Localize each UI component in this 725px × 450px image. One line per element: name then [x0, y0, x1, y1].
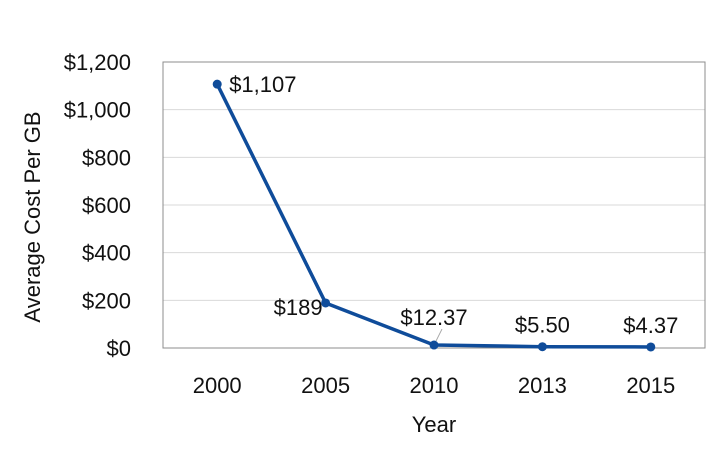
- y-tick-label: $0: [107, 336, 131, 361]
- y-tick-label: $800: [82, 145, 131, 170]
- y-tick-label: $1,000: [64, 98, 131, 123]
- y-tick-label: $600: [82, 193, 131, 218]
- data-point: [537, 342, 547, 352]
- data-label: $1,107: [229, 72, 296, 97]
- x-axis-title: Year: [412, 412, 456, 437]
- x-tick-label: 2013: [518, 373, 567, 398]
- data-label: $4.37: [623, 313, 678, 338]
- x-axis-ticks: 2000 2005 2010 2013 2015: [193, 373, 676, 398]
- y-tick-label: $400: [82, 241, 131, 266]
- data-point: [646, 342, 656, 352]
- data-labels: $1,107 $189 $12.37 $5.50 $4.37: [229, 72, 678, 342]
- data-label: $12.37: [400, 305, 467, 330]
- y-axis-ticks: $0 $200 $400 $600 $800 $1,000 $1,200: [64, 50, 131, 361]
- y-tick-label: $200: [82, 288, 131, 313]
- data-point: [429, 340, 439, 350]
- data-point: [212, 79, 222, 89]
- x-tick-label: 2005: [301, 373, 350, 398]
- data-point: [321, 298, 331, 308]
- y-axis-title: Average Cost Per GB: [20, 111, 45, 322]
- x-tick-label: 2015: [626, 373, 675, 398]
- data-label: $5.50: [515, 313, 570, 338]
- x-tick-label: 2000: [193, 373, 242, 398]
- data-points: [212, 79, 656, 352]
- x-tick-label: 2010: [410, 373, 459, 398]
- label-leader-line: [435, 328, 443, 342]
- data-label: $189: [274, 295, 323, 320]
- y-tick-label: $1,200: [64, 50, 131, 75]
